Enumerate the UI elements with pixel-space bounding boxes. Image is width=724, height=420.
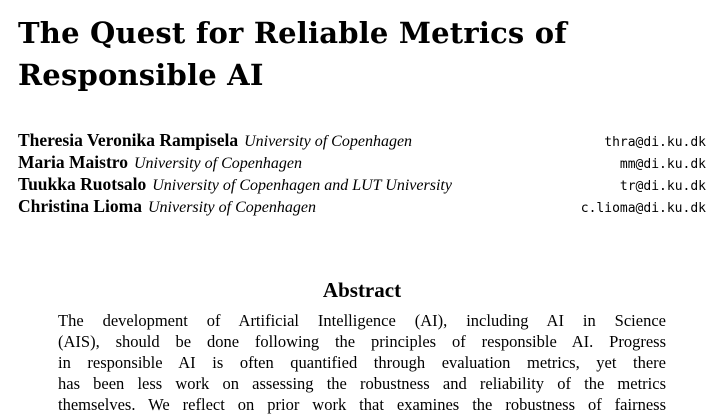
abstract-text: The development of Artificial Intelligen…: [58, 310, 666, 415]
author-email: tr@di.ku.dk: [619, 179, 706, 194]
author-affiliation: University of Copenhagen: [134, 155, 302, 172]
author-row: Tuukka Ruotsalo University of Copenhagen…: [18, 174, 706, 196]
author-affiliation: University of Copenhagen: [244, 133, 413, 150]
author-email: c.lioma@di.ku.dk: [580, 201, 706, 216]
author-name: Theresia Veronika Rampisela: [18, 130, 239, 150]
author-affiliation: University of Copenhagen: [147, 199, 316, 216]
author-email: thra@di.ku.dk: [604, 135, 706, 150]
author-name: Tuukka Ruotsalo: [18, 174, 147, 194]
paper-title-line: The Quest for Reliable Metrics of: [18, 16, 567, 50]
abstract-line: The development of Artificial Intelligen…: [58, 311, 666, 330]
author-affiliation: University of Copenhagen and LUT Univers…: [152, 177, 452, 194]
paper-title: The Quest for Reliable Metrics of Respon…: [18, 12, 658, 96]
author-email: mm@di.ku.dk: [619, 157, 706, 172]
author-row: Maria Maistro University of Copenhagen m…: [18, 152, 706, 174]
author-row: Theresia Veronika Rampisela University o…: [18, 130, 706, 152]
author-row: Christina Lioma University of Copenhagen…: [18, 196, 706, 218]
paper-title-line: Responsible AI: [18, 58, 264, 92]
author-name: Christina Lioma: [18, 196, 142, 216]
abstract-line: in responsible AI is often quantified th…: [58, 353, 666, 372]
author-list: Theresia Veronika Rampisela University o…: [18, 130, 706, 218]
abstract-line: (AIS), should be done following the prin…: [58, 332, 666, 351]
abstract-heading: Abstract: [322, 278, 402, 302]
author-name: Maria Maistro: [18, 152, 128, 172]
abstract-line: has been less work on assessing the robu…: [58, 374, 666, 393]
abstract-line: themselves. We reflect on prior work tha…: [58, 395, 666, 414]
